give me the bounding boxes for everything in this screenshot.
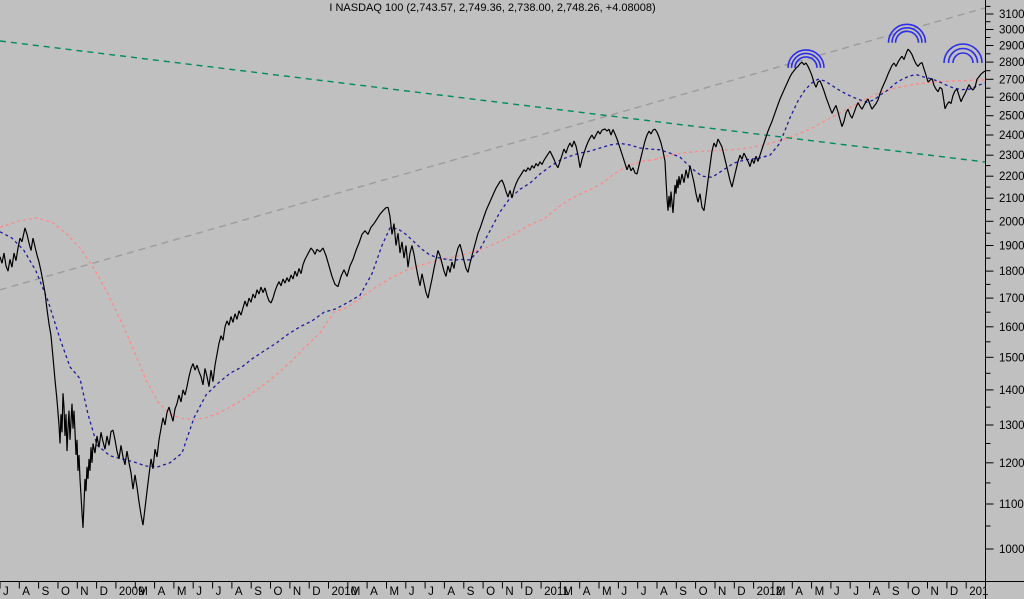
y-axis-label: 1200 (999, 458, 1024, 470)
y-axis-label: 2400 (999, 130, 1024, 142)
x-axis-label: M (602, 586, 612, 598)
x-axis-label: A (158, 586, 166, 598)
x-axis-label: N (80, 586, 88, 598)
x-axis-label: J (641, 586, 647, 598)
resistance-arc-2 (891, 27, 923, 43)
x-axis-label: A (873, 586, 881, 598)
x-axis-label: J (428, 586, 434, 598)
x-axis-label: 2010 (332, 586, 358, 598)
x-axis-label: D (525, 586, 533, 598)
x-axis-label: 2012 (757, 586, 783, 598)
x-axis-label: J (853, 586, 859, 598)
rising-support-trendline (0, 7, 986, 291)
ma-slow-line (0, 79, 986, 421)
x-axis-label: S (679, 586, 687, 598)
trendlines (0, 7, 986, 291)
y-axis-label: 2300 (999, 150, 1024, 162)
arc-annotations (787, 23, 983, 68)
resistance-arc-2 (894, 30, 920, 43)
x-axis-label: M (138, 586, 148, 598)
x-axis-label: 2009 (119, 586, 145, 598)
y-axis[interactable]: 1000 1100 1200 1300 1400 1500 1600 1700 1800 1900… (985, 0, 1024, 599)
y-axis-label: 2100 (999, 193, 1024, 205)
x-axis-label: N (931, 586, 939, 598)
resistance-arc-3 (943, 43, 983, 64)
y-axis-label: 1900 (999, 241, 1024, 253)
y-axis-label: 2200 (999, 171, 1024, 183)
x-axis-label: 201 (969, 586, 988, 598)
y-axis-label: 1000 (999, 544, 1024, 556)
resistance-arc-1 (794, 56, 818, 68)
chart-title: I NASDAQ 100 (2,743.57, 2,749.36, 2,738.… (329, 2, 656, 14)
x-axis-label: A (370, 586, 378, 598)
x-axis-label: S (467, 586, 475, 598)
price-series (0, 48, 986, 528)
y-axis-label: 2700 (999, 74, 1024, 86)
y-axis-label: 3100 (999, 9, 1024, 21)
x-axis-label: S (892, 586, 900, 598)
x-axis-label: J (216, 586, 222, 598)
y-axis-label: 2000 (999, 216, 1024, 228)
x-axis-label: M (776, 586, 786, 598)
y-axis-label: 2600 (999, 92, 1024, 104)
x-axis-label: 2011 (544, 586, 569, 598)
x-axis-label: D (737, 586, 745, 598)
x-axis-label: J (621, 586, 627, 598)
x-axis-label: N (293, 586, 301, 598)
x-axis-label: J (834, 586, 840, 598)
x-axis-label: O (486, 586, 495, 598)
x-axis-label: N (505, 586, 513, 598)
y-axis-label: 1400 (999, 385, 1024, 397)
x-axis-label: D (100, 586, 108, 598)
declining-resistance-trendline (0, 40, 986, 163)
y-axis-label: 1300 (999, 420, 1024, 432)
y-axis-label: 2900 (999, 41, 1024, 53)
x-axis-label: N (718, 586, 726, 598)
x-axis-label: S (254, 586, 262, 598)
y-axis-label: 1100 (999, 499, 1024, 511)
x-axis-label: M (177, 586, 187, 598)
x-axis-label: A (660, 586, 668, 598)
x-axis-label: A (583, 586, 591, 598)
y-axis-label: 1600 (999, 322, 1024, 334)
x-axis-label: S (42, 586, 50, 598)
x-axis-label: A (795, 586, 803, 598)
ma-fast-line (0, 73, 986, 468)
x-axis-label: M (563, 586, 573, 598)
y-axis-label: 2500 (999, 111, 1024, 123)
y-axis-label: 2800 (999, 57, 1024, 69)
y-axis-label: 1700 (999, 293, 1024, 305)
y-axis-label: 1800 (999, 266, 1024, 278)
resistance-arc-3 (947, 47, 979, 64)
x-axis-label: J (409, 586, 415, 598)
resistance-arc-1 (790, 52, 822, 68)
x-axis-label: O (61, 586, 70, 598)
x-axis-label: J (196, 586, 202, 598)
x-axis-label: A (447, 586, 455, 598)
x-axis-label: J (3, 586, 9, 598)
resistance-arc-3 (952, 52, 974, 64)
x-axis-label: M (815, 586, 825, 598)
x-axis-label: O (699, 586, 708, 598)
x-axis-label: D (950, 586, 958, 598)
price-line (0, 48, 986, 528)
x-axis-label: D (312, 586, 320, 598)
y-axis-label: 1500 (999, 352, 1024, 364)
y-axis-label: 3000 (999, 25, 1024, 37)
x-axis-label: O (274, 586, 283, 598)
moving-averages (0, 73, 986, 468)
x-axis-label: M (351, 586, 361, 598)
x-axis-label: A (22, 586, 30, 598)
x-axis-label: A (235, 586, 243, 598)
resistance-arc-2 (887, 23, 927, 43)
x-axis-label: O (911, 586, 920, 598)
x-axis-label: M (390, 586, 400, 598)
resistance-arc-1 (787, 49, 825, 68)
